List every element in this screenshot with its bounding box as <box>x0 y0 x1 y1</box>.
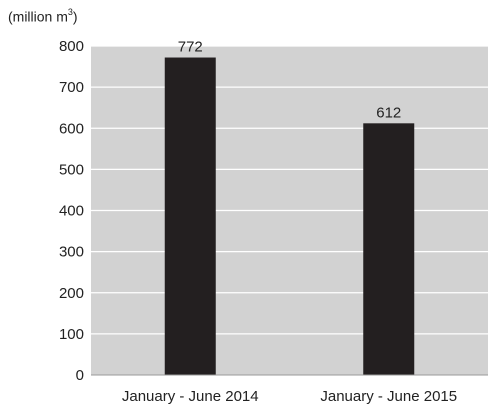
y-tick-label: 800 <box>59 38 84 55</box>
gridlines <box>91 45 488 335</box>
y-tick-label: 200 <box>59 285 84 302</box>
x-tick-label: January - June 2015 <box>320 388 457 405</box>
y-axis-unit-label: (million m3) <box>8 7 78 25</box>
bars: 772 612 <box>164 39 415 375</box>
y-tick-label: 0 <box>76 367 84 384</box>
y-tick-label: 500 <box>59 161 84 178</box>
y-tick-label: 100 <box>59 326 84 343</box>
y-axis-ticks: 0 100 200 300 400 500 600 700 800 <box>59 38 84 384</box>
y-tick-label: 300 <box>59 244 84 261</box>
x-tick-label: January - June 2014 <box>122 388 259 405</box>
y-tick-label: 400 <box>59 203 84 220</box>
y-tick-label: 600 <box>59 120 84 137</box>
x-axis-ticks: January - June 2014 January - June 2015 <box>122 388 457 405</box>
bar <box>363 123 415 375</box>
bar-value-label: 772 <box>178 39 203 56</box>
y-tick-label: 700 <box>59 79 84 96</box>
bar <box>164 57 216 375</box>
bar-value-label: 612 <box>376 104 401 121</box>
